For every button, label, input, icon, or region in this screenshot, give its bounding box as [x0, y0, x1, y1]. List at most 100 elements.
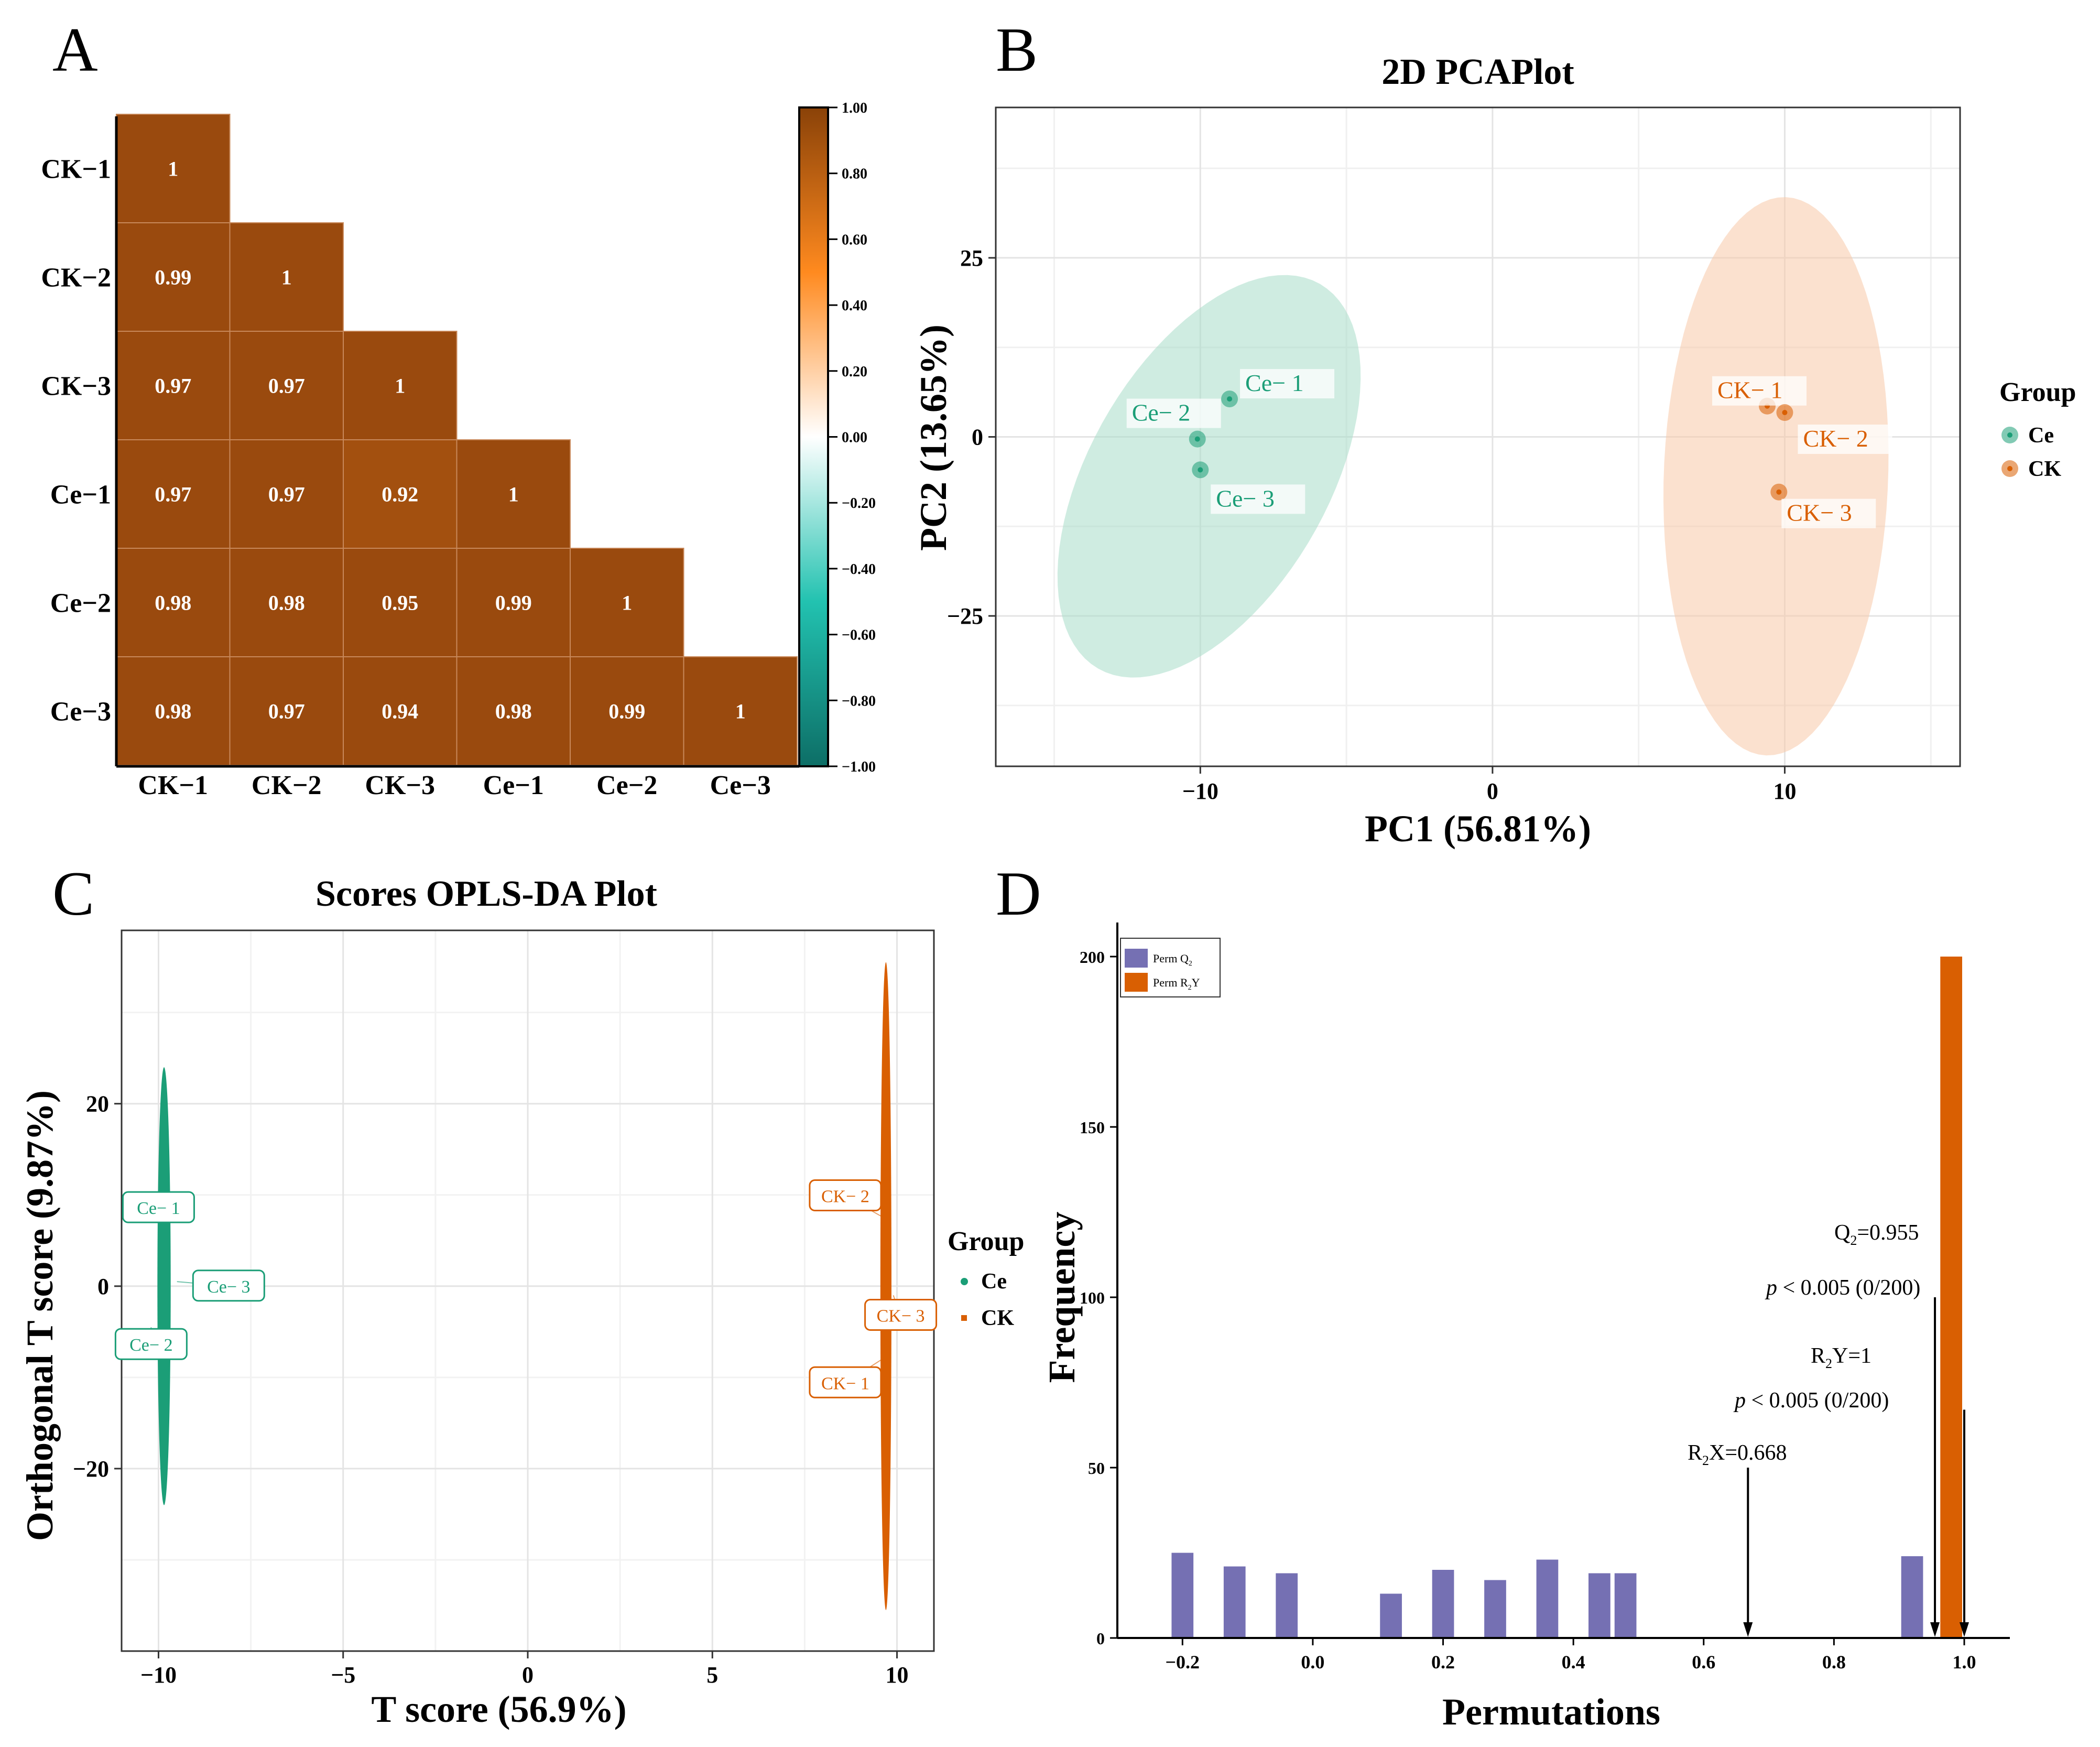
- pca-legend-title: Group: [1999, 377, 2076, 407]
- pca-point-label: CK− 3: [1787, 500, 1852, 526]
- heatmap-cell: [116, 331, 231, 440]
- oplsda-point-label-box: [809, 1366, 882, 1398]
- panel-label-b: B: [996, 15, 1038, 84]
- heatmap-cell-value: 1: [281, 266, 292, 289]
- histogram-bar-q2: [1171, 1553, 1194, 1638]
- heatmap-cell: [456, 656, 571, 766]
- panel-label-d: D: [996, 859, 1041, 928]
- heatmap-cell: [229, 331, 344, 440]
- pca-point-label: Ce− 1: [1245, 370, 1304, 396]
- colorbar-tick-label: −0.60: [842, 627, 876, 644]
- pca-point: [1194, 436, 1200, 442]
- colorbar-tick-label: 1.00: [842, 100, 867, 116]
- heatmap-cell-value: 0.98: [495, 700, 532, 723]
- heatmap-cell-value: 0.98: [268, 591, 305, 615]
- oplsda-x-tick-label: −10: [140, 1662, 177, 1688]
- heatmap-cell-value: 0.98: [155, 700, 191, 723]
- permutation-x-axis-title: Permutations: [1442, 1691, 1660, 1733]
- heatmap-col-label: CK−1: [138, 771, 208, 800]
- heatmap-row-label: CK−1: [41, 155, 111, 185]
- histogram-bar-q2: [1484, 1580, 1506, 1638]
- permutation-y-tick-label: 150: [1080, 1118, 1105, 1137]
- oplsda-y-tick-label: −20: [73, 1456, 109, 1482]
- heatmap-cell-value: 1: [508, 483, 519, 506]
- oplsda-x-tick-label: 0: [522, 1662, 534, 1688]
- histogram-bar-q2: [1588, 1573, 1611, 1638]
- oplsda-x-axis-title: T score (56.9%): [371, 1688, 626, 1730]
- heatmap-cell-value: 0.98: [155, 591, 191, 615]
- heatmap-cell: [456, 439, 571, 549]
- panel-label-c: C: [52, 859, 94, 928]
- pca-legend-key: [2007, 432, 2012, 438]
- heatmap-cell-value: 0.97: [268, 483, 305, 506]
- annotation-r2x: R2X=0.668: [1688, 1441, 1787, 1468]
- permutation-legend-key: [1125, 973, 1148, 992]
- pca-plot-frame: [995, 106, 1961, 767]
- heatmap-cell: [343, 331, 458, 440]
- pca-point-label-bg: [1211, 484, 1305, 514]
- oplsda-y-tick-label: 20: [86, 1091, 109, 1117]
- heatmap-row-label: Ce−3: [50, 697, 111, 727]
- heatmap-cell: [229, 656, 344, 766]
- pca-point: [1776, 489, 1782, 495]
- heatmap-cell-value: 0.94: [382, 700, 418, 723]
- permutation-x-tick-label: 0.8: [1822, 1652, 1846, 1673]
- heatmap-cell: [570, 656, 684, 766]
- pca-legend-label: Ce: [2028, 424, 2054, 448]
- heatmap-cell-value: 0.99: [608, 700, 645, 723]
- oplsda-point-label: CK− 3: [877, 1306, 925, 1326]
- histogram-bar-r2y: [1940, 957, 1962, 1638]
- pca-x-axis-title: PC1 (56.81%): [1365, 808, 1591, 850]
- panel-a-correlation-heatmap: A 1 0.99 1 0.97 0.97 1 0.97 0.97 0.92 1 0.98 0.98 0.…: [41, 15, 876, 800]
- oplsda-point-label-box: [864, 1298, 938, 1331]
- pca-confidence-ellipse-ce: [1057, 275, 1361, 678]
- oplsda-y-tick-label: 0: [97, 1274, 109, 1299]
- colorbar-tick-label: 0.40: [842, 298, 867, 314]
- pca-point-label-bg: [1240, 369, 1335, 399]
- heatmap-row-label: CK−2: [41, 263, 111, 293]
- heatmap-cell-value: 0.97: [268, 700, 305, 723]
- heatmap-cell: [343, 548, 458, 657]
- permutation-x-tick-label: 0.4: [1562, 1652, 1585, 1673]
- pca-y-tick-label: 25: [960, 245, 983, 271]
- oplsda-plot-area: −10 −5 0 5 10 20 0 −20 Ce− 1 Ce− 3 Ce− 2 CK− 2 CK− 3…: [73, 929, 938, 1688]
- permutation-y-tick-label: 50: [1088, 1459, 1105, 1478]
- heatmap-col-label: Ce−3: [710, 771, 771, 800]
- oplsda-x-tick-label: 5: [706, 1662, 718, 1688]
- oplsda-ellipse-ce: [157, 1067, 171, 1505]
- pca-legend-label: CK: [2028, 457, 2061, 481]
- heatmap-row-label: Ce−2: [50, 589, 111, 618]
- heatmap-row-label: CK−3: [41, 372, 111, 402]
- pca-y-axis-title: PC2 (13.65%): [912, 324, 954, 551]
- oplsda-ellipse-ck: [880, 962, 891, 1610]
- oplsda-point-label: Ce− 3: [207, 1277, 250, 1297]
- colorbar-tick-label: 0.00: [842, 430, 867, 446]
- oplsda-point-label-box: [122, 1191, 195, 1223]
- permutation-y-tick-label: 200: [1080, 948, 1105, 967]
- pca-point: [1198, 467, 1203, 473]
- histogram-bar-q2: [1536, 1559, 1559, 1638]
- permutation-x-tick-label: −0.2: [1166, 1652, 1200, 1673]
- permutation-legend-label: Perm R2Y: [1153, 976, 1200, 992]
- colorbar: [798, 106, 829, 767]
- permutation-x-tick-label: 0.2: [1431, 1652, 1455, 1673]
- oplsda-y-axis-title: Orthogonal T score (9.87%): [19, 1090, 61, 1541]
- oplsda-point-label-box: [114, 1328, 188, 1360]
- pca-x-tick-label: 0: [1487, 778, 1498, 804]
- oplsda-legend-key-ce: [961, 1278, 968, 1285]
- heatmap-cell: [683, 656, 798, 766]
- oplsda-point-label-box: [809, 1179, 882, 1211]
- pca-legend: Ce CK: [2001, 424, 2061, 481]
- permutation-x-tick-label: 1.0: [1952, 1652, 1976, 1673]
- heatmap-cell-value: 1: [168, 157, 178, 181]
- pca-point-label: CK− 1: [1717, 377, 1782, 404]
- heatmap-cell-value: 0.92: [382, 483, 418, 506]
- pca-point-label: Ce− 2: [1132, 399, 1191, 426]
- annotation-arrowhead-r2x: [1743, 1622, 1753, 1637]
- pca-point: [1227, 396, 1233, 402]
- heatmap-cell-value: 1: [735, 700, 746, 723]
- panel-b-pca-plot: B 2D PCAPlot −10 0 10 25 0 −25 Ce− 1 Ce− 2 Ce− 3…: [912, 15, 2076, 850]
- histogram-bar-q2: [1614, 1573, 1637, 1638]
- pca-title: 2D PCAPlot: [1381, 52, 1574, 92]
- heatmap-col-label: Ce−1: [483, 771, 544, 800]
